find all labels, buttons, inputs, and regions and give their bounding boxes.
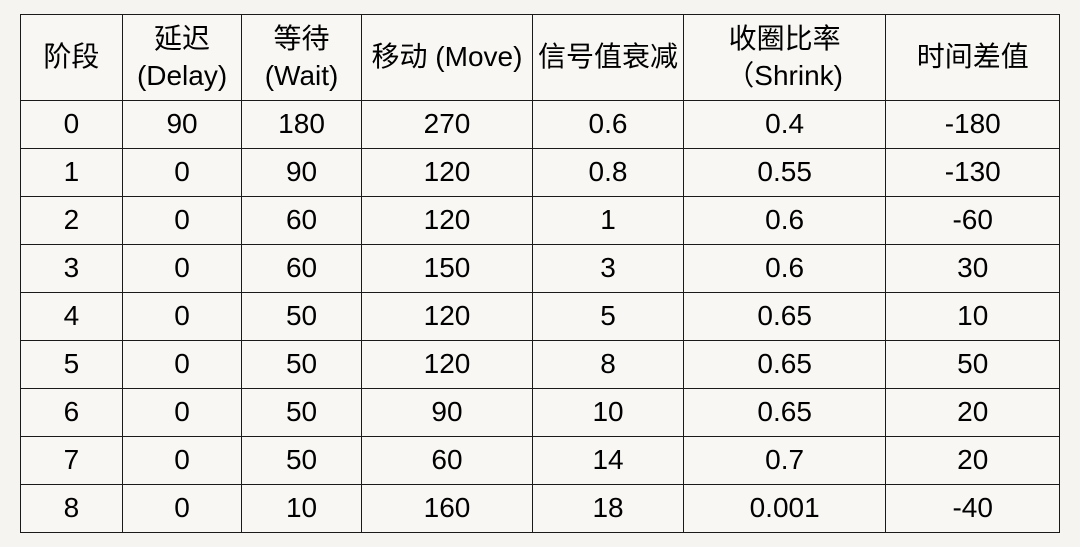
table-body: 0 90 180 270 0.6 0.4 -180 1 0 90 120 0.8… — [21, 100, 1060, 532]
cell: 0.7 — [683, 436, 886, 484]
col-move: 移动 (Move) — [361, 15, 532, 101]
cell: 3 — [21, 244, 123, 292]
cell: 2 — [21, 196, 123, 244]
cell: 120 — [361, 148, 532, 196]
cell: 30 — [886, 244, 1060, 292]
cell: 0.65 — [683, 292, 886, 340]
table-row: 2 0 60 120 1 0.6 -60 — [21, 196, 1060, 244]
cell: 14 — [533, 436, 684, 484]
cell: 0.65 — [683, 388, 886, 436]
cell: 18 — [533, 484, 684, 532]
cell: 20 — [886, 388, 1060, 436]
cell: 90 — [361, 388, 532, 436]
cell: 0 — [122, 340, 241, 388]
cell: 10 — [242, 484, 361, 532]
table-row: 4 0 50 120 5 0.65 10 — [21, 292, 1060, 340]
cell: 8 — [533, 340, 684, 388]
cell: 0 — [122, 388, 241, 436]
cell: 160 — [361, 484, 532, 532]
table-header: 阶段 延迟 (Delay) 等待 (Wait) 移动 (Move) 信号值衰减 … — [21, 15, 1060, 101]
table-row: 6 0 50 90 10 0.65 20 — [21, 388, 1060, 436]
data-table: 阶段 延迟 (Delay) 等待 (Wait) 移动 (Move) 信号值衰减 … — [20, 14, 1060, 533]
col-signal: 信号值衰减 — [533, 15, 684, 101]
cell: 50 — [242, 388, 361, 436]
cell: 50 — [242, 340, 361, 388]
table-container: 阶段 延迟 (Delay) 等待 (Wait) 移动 (Move) 信号值衰减 … — [20, 14, 1060, 533]
cell: 1 — [533, 196, 684, 244]
cell: 10 — [533, 388, 684, 436]
cell: 3 — [533, 244, 684, 292]
col-diff: 时间差值 — [886, 15, 1060, 101]
cell: 0.6 — [533, 100, 684, 148]
col-shrink: 收圈比率（Shrink) — [683, 15, 886, 101]
cell: 90 — [242, 148, 361, 196]
cell: -130 — [886, 148, 1060, 196]
table-row: 1 0 90 120 0.8 0.55 -130 — [21, 148, 1060, 196]
cell: 5 — [533, 292, 684, 340]
cell: -180 — [886, 100, 1060, 148]
cell: 0.6 — [683, 244, 886, 292]
cell: 0.001 — [683, 484, 886, 532]
cell: 0 — [21, 100, 123, 148]
cell: -60 — [886, 196, 1060, 244]
cell: 0.6 — [683, 196, 886, 244]
cell: 60 — [361, 436, 532, 484]
table-row: 8 0 10 160 18 0.001 -40 — [21, 484, 1060, 532]
table-row: 7 0 50 60 14 0.7 20 — [21, 436, 1060, 484]
cell: 50 — [242, 292, 361, 340]
cell: 60 — [242, 196, 361, 244]
cell: 90 — [122, 100, 241, 148]
cell: 0.55 — [683, 148, 886, 196]
cell: 10 — [886, 292, 1060, 340]
col-stage: 阶段 — [21, 15, 123, 101]
cell: 0.8 — [533, 148, 684, 196]
col-delay: 延迟 (Delay) — [122, 15, 241, 101]
cell: 0 — [122, 292, 241, 340]
cell: 7 — [21, 436, 123, 484]
cell: 0 — [122, 244, 241, 292]
table-row: 3 0 60 150 3 0.6 30 — [21, 244, 1060, 292]
cell: 5 — [21, 340, 123, 388]
cell: 0.4 — [683, 100, 886, 148]
cell: 120 — [361, 292, 532, 340]
cell: 270 — [361, 100, 532, 148]
cell: 0 — [122, 196, 241, 244]
cell: 4 — [21, 292, 123, 340]
cell: 6 — [21, 388, 123, 436]
table-row: 5 0 50 120 8 0.65 50 — [21, 340, 1060, 388]
cell: 120 — [361, 196, 532, 244]
cell: 20 — [886, 436, 1060, 484]
cell: 60 — [242, 244, 361, 292]
cell: 0.65 — [683, 340, 886, 388]
cell: 150 — [361, 244, 532, 292]
cell: 8 — [21, 484, 123, 532]
cell: 0 — [122, 148, 241, 196]
cell: -40 — [886, 484, 1060, 532]
cell: 0 — [122, 484, 241, 532]
cell: 50 — [886, 340, 1060, 388]
cell: 0 — [122, 436, 241, 484]
table-header-row: 阶段 延迟 (Delay) 等待 (Wait) 移动 (Move) 信号值衰减 … — [21, 15, 1060, 101]
table-row: 0 90 180 270 0.6 0.4 -180 — [21, 100, 1060, 148]
cell: 1 — [21, 148, 123, 196]
col-wait: 等待 (Wait) — [242, 15, 361, 101]
cell: 50 — [242, 436, 361, 484]
cell: 120 — [361, 340, 532, 388]
cell: 180 — [242, 100, 361, 148]
